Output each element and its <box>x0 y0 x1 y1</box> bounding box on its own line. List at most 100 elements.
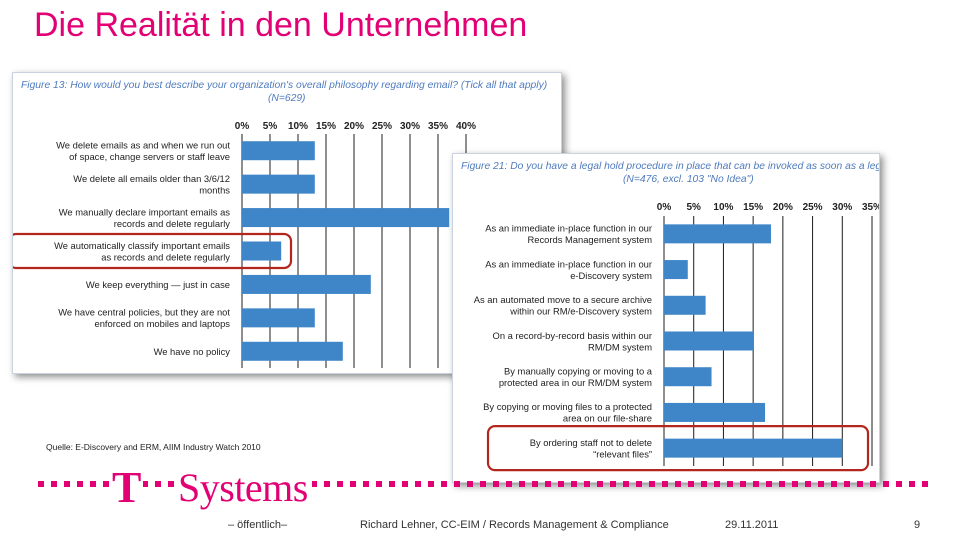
x-tick-label: 35% <box>428 121 448 132</box>
x-tick-label: 35% <box>862 202 879 213</box>
logo-dot <box>38 481 44 487</box>
category-label: We keep everything — just in case <box>86 279 230 290</box>
logo-dot <box>584 481 590 487</box>
category-label: area on our file-share <box>563 413 652 424</box>
slide-title: Die Realität in den Unternehmen <box>34 6 528 44</box>
category-label: “relevant files” <box>593 448 652 459</box>
x-tick-label: 30% <box>400 121 420 132</box>
logo-dot <box>857 481 863 487</box>
x-tick-label: 25% <box>372 121 392 132</box>
logo-dot <box>636 481 642 487</box>
x-tick-label: 10% <box>713 202 733 213</box>
logo-t-mark: T <box>110 462 144 513</box>
bar <box>242 274 371 294</box>
chart-caption-line: (N=476, excl. 103 "No Idea") <box>623 174 754 185</box>
source-note: Quelle: E-Discovery and ERM, AIIM Indust… <box>46 442 261 452</box>
chart-caption-line: (N=629) <box>268 93 306 104</box>
logo-dot <box>389 481 395 487</box>
logo-dot <box>532 481 538 487</box>
logo-dot <box>675 481 681 487</box>
logo-dot <box>350 481 356 487</box>
logo-dot <box>649 481 655 487</box>
category-label: months <box>199 184 230 195</box>
logo-dot <box>311 481 317 487</box>
logo-dot <box>558 481 564 487</box>
category-label: As an immediate in-place function in our <box>485 223 652 234</box>
category-label: We delete all emails older than 3/6/12 <box>73 173 230 184</box>
logo-dot <box>428 481 434 487</box>
logo-dot <box>64 481 70 487</box>
bar <box>664 260 688 280</box>
logo-dot <box>623 481 629 487</box>
logo-dot <box>597 481 603 487</box>
logo-dot <box>324 481 330 487</box>
category-label: as records and delete regularly <box>101 251 230 262</box>
category-label: We delete emails as and when we run out <box>56 139 230 150</box>
bar <box>664 438 843 458</box>
footer-classification: – öffentlich– <box>228 519 288 531</box>
logo-dot <box>870 481 876 487</box>
logo-dot <box>571 481 577 487</box>
logo-dot <box>402 481 408 487</box>
bar <box>242 141 315 161</box>
category-label: We have no policy <box>154 346 231 357</box>
category-label: protected area in our RM/DM system <box>499 377 652 388</box>
category-label: e-Discovery system <box>570 270 652 281</box>
highlight-box <box>13 232 293 270</box>
logo-dot <box>168 481 174 487</box>
logo-dot <box>337 481 343 487</box>
chart-caption-line: Figure 13: How would you best describe y… <box>21 80 547 91</box>
logo-dot <box>545 481 551 487</box>
logo-dot <box>155 481 161 487</box>
x-tick-label: 20% <box>344 121 364 132</box>
bar <box>242 208 450 228</box>
category-label: We automatically classify important emai… <box>54 240 230 251</box>
category-label: enforced on mobiles and laptops <box>94 318 230 329</box>
bar <box>664 224 771 244</box>
chart-email-philosophy: Figure 13: How would you best describe y… <box>13 80 547 368</box>
logo-dot <box>844 481 850 487</box>
x-tick-label: 5% <box>686 202 701 213</box>
logo-dot <box>831 481 837 487</box>
bar <box>664 295 706 315</box>
logo-dot <box>792 481 798 487</box>
x-tick-label: 5% <box>263 121 278 132</box>
logo-dot <box>441 481 447 487</box>
category-label: We have central policies, but they are n… <box>58 307 230 318</box>
footer-page-number: 9 <box>914 519 921 531</box>
logo-dot-line <box>38 481 928 487</box>
x-tick-label: 30% <box>832 202 852 213</box>
logo-dot <box>415 481 421 487</box>
logo-dot <box>688 481 694 487</box>
bar <box>242 241 282 261</box>
highlight-box <box>486 425 870 472</box>
logo-dot <box>506 481 512 487</box>
logo-dot <box>363 481 369 487</box>
logo-dot <box>922 481 928 487</box>
x-tick-label: 10% <box>288 121 308 132</box>
bar <box>242 308 315 328</box>
logo-dot <box>701 481 707 487</box>
logo-dot <box>818 481 824 487</box>
bar <box>242 174 315 194</box>
x-tick-label: 25% <box>803 202 823 213</box>
logo-dot <box>142 481 148 487</box>
category-label: of space, change servers or staff leave <box>69 151 230 162</box>
logo-dot <box>740 481 746 487</box>
bar <box>664 331 754 351</box>
logo-dot <box>480 481 486 487</box>
logo-dot <box>493 481 499 487</box>
logo-dot <box>662 481 668 487</box>
logo-dot <box>51 481 57 487</box>
logo-dot <box>90 481 96 487</box>
footer-date: 29.11.2011 <box>725 519 779 531</box>
logo-dot <box>376 481 382 487</box>
category-label: By manually copying or moving to a <box>504 365 653 376</box>
category-label: Records Management system <box>527 234 652 245</box>
logo-dot <box>727 481 733 487</box>
chart-legal-hold: Figure 21: Do you have a legal hold proc… <box>461 161 879 472</box>
logo-dot <box>467 481 473 487</box>
category-label: By ordering staff not to delete <box>530 437 652 448</box>
category-label: RM/DM system <box>588 341 652 352</box>
logo-dot <box>766 481 772 487</box>
